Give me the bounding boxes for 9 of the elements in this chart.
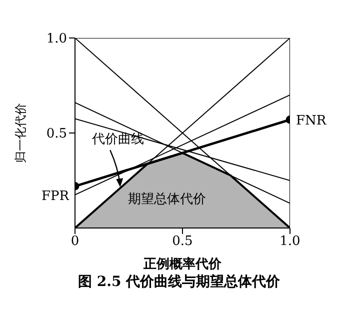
caption: 图 2.5 代价曲线与期望总体代价 [78, 273, 282, 291]
annotation: 期望总体代价 [128, 191, 206, 208]
x-axis-title: 正例概率代价 [142, 256, 222, 272]
x-tick-label: 0 [70, 234, 80, 250]
y-axis-title: 归一化代价 [13, 103, 28, 163]
x-tick-label: 0.5 [172, 234, 193, 250]
annotation: FPR [41, 189, 70, 204]
x-tick-label: 1.0 [280, 234, 300, 250]
annotation: FNR [296, 114, 328, 129]
